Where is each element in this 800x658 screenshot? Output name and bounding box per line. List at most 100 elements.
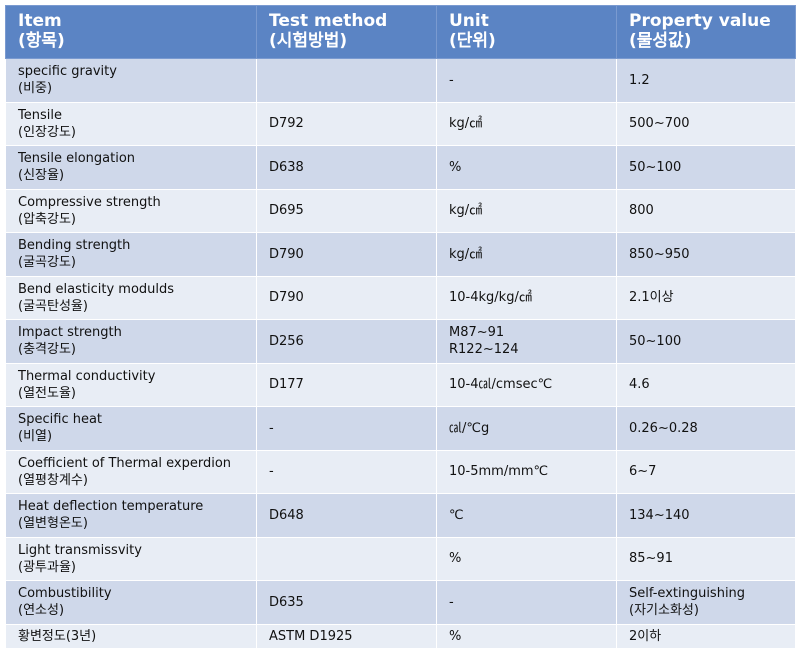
header-item-ko: (항목): [18, 31, 65, 51]
item-cell: Bending strength (굴곡강도): [5, 232, 257, 277]
table-row: Tensile (인장강도) D792 kg/㎠ 500~700: [5, 101, 796, 146]
item-name-ko: (충격강도): [18, 342, 76, 358]
unit-value: -: [449, 594, 454, 610]
item-name-en: Coefficient of Thermal experdion: [18, 455, 232, 471]
property-value: 0.26~0.28: [629, 420, 698, 436]
test-method-cell: D790: [256, 232, 437, 277]
property-value: 1.2: [629, 72, 650, 88]
table-row: Impact strength (충격강도) D256 M87~91 R122~124 5…: [5, 319, 796, 364]
test-method-value: D256: [269, 333, 304, 349]
test-method-value: D638: [269, 159, 304, 175]
unit-value: %: [449, 551, 462, 567]
property-value-cell: 1.2: [616, 58, 796, 103]
table-row: Tensile elongation (신장율) D638% 50~100: [5, 145, 796, 190]
item-cell: Thermal conductivity (열전도율): [5, 362, 257, 407]
header-test-method: Test method (시험방법): [256, 5, 437, 59]
unit-value: %: [449, 159, 462, 175]
test-method-value: D790: [269, 290, 304, 306]
property-value-cell: 50~100: [616, 319, 796, 364]
header-item: Item (항목): [5, 5, 257, 59]
item-cell: Impact strength (충격강도): [5, 319, 257, 364]
test-method-cell: D177: [256, 362, 437, 407]
item-name-ko: (연소성): [18, 603, 65, 619]
header-test-method-ko: (시험방법): [269, 31, 348, 51]
item-name-en: specific gravity: [18, 64, 117, 80]
unit-cell: 10-4kg/kg/㎠: [436, 275, 617, 320]
item-name-en: Specific heat: [18, 412, 103, 428]
unit-cell: -: [436, 580, 617, 625]
unit-cell: 10-4㎈/cmsec℃: [436, 362, 617, 407]
header-row: Item (항목) Test method (시험방법) Unit (단위) P…: [5, 5, 796, 59]
test-method-cell: [256, 58, 437, 103]
property-value-cell: 2이하: [616, 623, 796, 649]
test-method-value: -: [269, 420, 274, 436]
test-method-value: D648: [269, 507, 304, 523]
item-cell: Compressive strength (압축강도): [5, 188, 257, 233]
property-table: Item (항목) Test method (시험방법) Unit (단위) P…: [5, 5, 796, 649]
item-cell: Heat deflection temperature (열변형온도): [5, 493, 257, 538]
property-value: Self-extinguishing: [629, 586, 746, 602]
unit-value: 10-4㎈/cmsec℃: [449, 377, 553, 393]
unit-value: kg/㎠: [449, 203, 483, 219]
unit-cell: M87~91 R122~124: [436, 319, 617, 364]
table-row: Coefficient of Thermal experdion (열평창계수) -…: [5, 449, 796, 494]
property-value: 4.6: [629, 377, 650, 393]
item-name-ko: (열전도율): [18, 385, 76, 401]
property-value: 85~91: [629, 551, 673, 567]
property-value-cell: 2.1이상: [616, 275, 796, 320]
item-name-ko: (열변형온도): [18, 516, 88, 532]
item-cell: Bend elasticity modulds (굴곡탄성율): [5, 275, 257, 320]
test-method-cell: -: [256, 406, 437, 451]
property-value: 50~100: [629, 159, 682, 175]
unit-cell: 10-5mm/mm℃: [436, 449, 617, 494]
header-unit: Unit (단위): [436, 5, 617, 59]
unit-cell: -: [436, 58, 617, 103]
test-method-cell: D790: [256, 275, 437, 320]
item-name-ko: (광투과율): [18, 559, 76, 575]
item-name-ko: (비열): [18, 429, 53, 445]
table-row: Light transmissvity (광투과율)% 85~91: [5, 536, 796, 581]
unit-cell: %: [436, 623, 617, 649]
item-name-en: 황변정도(3년): [18, 628, 97, 644]
unit-value: kg/㎠: [449, 246, 483, 262]
test-method-cell: D648: [256, 493, 437, 538]
property-value: 50~100: [629, 333, 682, 349]
table-row: Bend elasticity modulds (굴곡탄성율) D790 10-4kg…: [5, 275, 796, 320]
test-method-value: ASTM D1925: [269, 628, 353, 644]
header-property-value-en: Property value: [629, 11, 771, 31]
unit-value: %: [449, 628, 462, 644]
header-test-method-en: Test method: [269, 11, 388, 31]
item-cell: Tensile (인장강도): [5, 101, 257, 146]
unit-cell: kg/㎠: [436, 232, 617, 277]
unit-value: -: [449, 72, 454, 88]
test-method-value: -: [269, 464, 274, 480]
test-method-value: D695: [269, 203, 304, 219]
test-method-cell: D635: [256, 580, 437, 625]
property-value-cell: 800: [616, 188, 796, 233]
item-name-ko: (신장율): [18, 168, 65, 184]
property-value-cell: 6~7: [616, 449, 796, 494]
unit-value: kg/㎠: [449, 116, 483, 132]
property-value-cell: 85~91: [616, 536, 796, 581]
item-name-ko: (비중): [18, 81, 53, 97]
test-method-cell: [256, 536, 437, 581]
property-value-cell: 850~950: [616, 232, 796, 277]
test-method-cell: D792: [256, 101, 437, 146]
property-value: 500~700: [629, 116, 690, 132]
table-row: Specific heat (비열) - ㎈/℃g 0.26~0.28: [5, 406, 796, 451]
item-name-en: Bend elasticity modulds: [18, 281, 175, 297]
table-row: Compressive strength (압축강도) D695 kg/㎠ 800: [5, 188, 796, 233]
item-name-ko: (열평창계수): [18, 472, 88, 488]
test-method-cell: ASTM D1925: [256, 623, 437, 649]
item-cell: Coefficient of Thermal experdion (열평창계수): [5, 449, 257, 494]
item-cell: specific gravity (비중): [5, 58, 257, 103]
property-value: 2이하: [629, 628, 662, 644]
unit-cell: kg/㎠: [436, 188, 617, 233]
unit-value: ℃: [449, 507, 464, 523]
property-value: 800: [629, 203, 654, 219]
table-header: Item (항목) Test method (시험방법) Unit (단위) P…: [5, 5, 796, 59]
item-name-ko: (압축강도): [18, 211, 76, 227]
unit-cell: %: [436, 145, 617, 190]
header-property-value-ko: (물성값): [629, 31, 692, 51]
header-property-value: Property value (물성값): [616, 5, 796, 59]
